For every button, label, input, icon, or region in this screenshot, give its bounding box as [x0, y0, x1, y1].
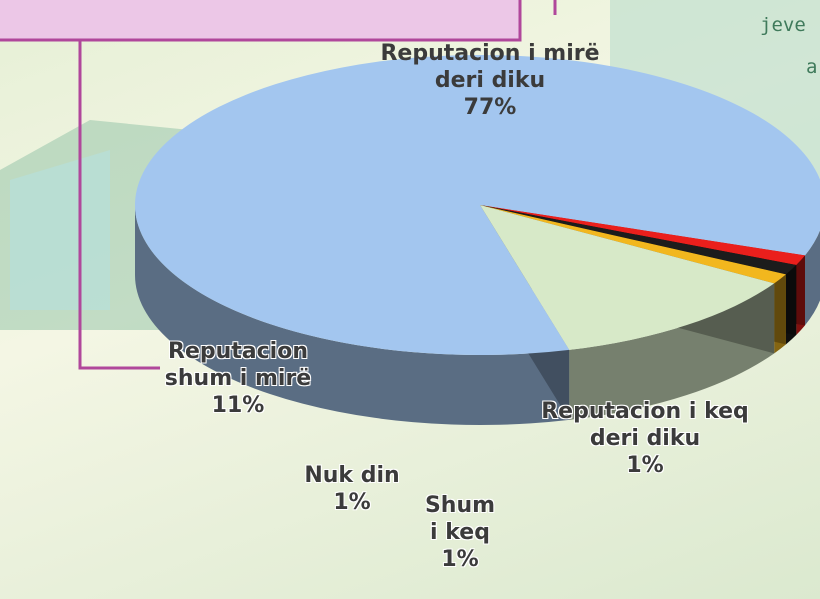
slice-label: Nuk din 1%: [297, 462, 407, 516]
slice: [480, 205, 786, 284]
category-label: Nuk din: [304, 463, 400, 488]
slice: [480, 205, 775, 350]
slice-side: [135, 205, 570, 426]
slice: [480, 205, 797, 275]
slice: [480, 205, 805, 265]
slice-label: Reputacion i mirë deri diku 77%: [355, 40, 625, 121]
category-label: Shum i keq: [424, 493, 496, 545]
value-label: 1%: [333, 490, 371, 515]
value-label: 1%: [441, 547, 479, 572]
value-label: 11%: [211, 393, 265, 418]
category-label: Reputacion i mirë deri diku: [380, 41, 600, 93]
slice-label: Shum i keq 1%: [420, 492, 500, 573]
slice-label: Reputacion i keq deri diku 1%: [530, 398, 760, 479]
value-label: 1%: [626, 453, 664, 478]
pie: [135, 55, 820, 426]
pink-box: [0, 0, 522, 42]
annotation: jeve: [760, 14, 806, 36]
category-label: Reputacion shum i mirë: [164, 339, 312, 391]
annotation: a: [806, 56, 818, 78]
bg-block: [10, 150, 110, 310]
connector: [78, 40, 160, 370]
slice-side: [804, 230, 820, 326]
slice: [135, 55, 820, 355]
value-label: 77%: [463, 95, 517, 120]
slice-label: Reputacion shum i mirë 11%: [163, 338, 313, 419]
category-label: Reputacion i keq deri diku: [541, 399, 749, 451]
